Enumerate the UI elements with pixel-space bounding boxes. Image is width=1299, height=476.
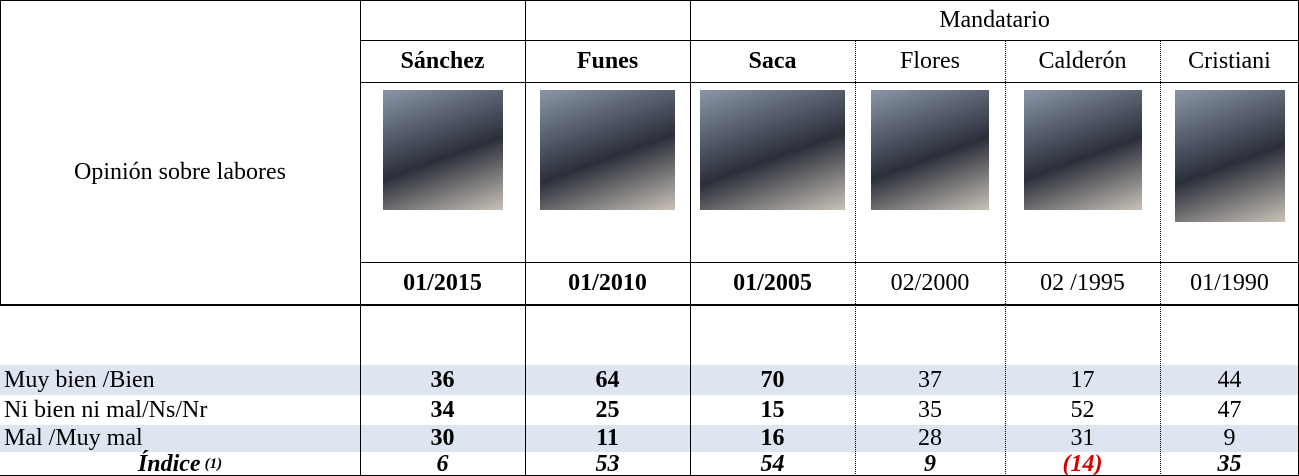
cell: 35	[918, 396, 942, 423]
index-cell: 6	[436, 450, 449, 476]
cell: 9	[1223, 425, 1236, 451]
cell: 36	[430, 366, 455, 393]
cell: 47	[1217, 396, 1242, 423]
row-label: Mal /Muy mal	[4, 425, 143, 451]
date: 01/2010	[568, 270, 647, 296]
v-rule	[855, 40, 857, 476]
president-name: Saca	[748, 47, 797, 74]
date: 02/2000	[890, 270, 970, 296]
photo	[1174, 90, 1285, 222]
date: 01/2015	[403, 270, 482, 296]
cell: 11	[596, 425, 619, 451]
president-name: Cristiani	[1188, 47, 1271, 74]
president-name: Flores	[900, 47, 960, 74]
footnote-ref: (1)	[204, 455, 223, 472]
index-cell: 9	[924, 450, 936, 476]
photo	[540, 90, 675, 210]
row-label: Ni bien ni mal/Ns/Nr	[4, 396, 208, 423]
date: 01/2005	[733, 270, 812, 296]
cell: 34	[430, 396, 455, 423]
h-rule	[360, 40, 1299, 41]
h-rule	[0, 0, 1299, 1]
president-name: Calderón	[1038, 47, 1127, 74]
cell: 17	[1070, 366, 1095, 393]
cell: 31	[1070, 425, 1095, 451]
v-rule	[360, 0, 361, 476]
index-cell: 35	[1217, 450, 1242, 476]
cell: 52	[1070, 396, 1095, 423]
index-label: Índice (1)	[0, 450, 360, 476]
index-cell: 54	[760, 450, 785, 476]
index-cell: (14)	[1062, 450, 1103, 476]
date: 02 /1995	[1040, 270, 1125, 296]
v-rule	[0, 0, 1, 305]
row-shade	[0, 365, 1299, 395]
cell: 37	[918, 366, 942, 393]
row-label: Muy bien /Bien	[4, 366, 155, 393]
cell: 64	[595, 366, 620, 393]
index-label-text: Índice	[137, 450, 201, 476]
v-rule	[525, 0, 526, 476]
photo	[700, 90, 845, 210]
cell: 44	[1217, 366, 1242, 393]
photo	[1023, 90, 1142, 210]
h-rule	[360, 262, 1299, 263]
h-rule	[360, 82, 1299, 83]
row-label: Opinión sobre labores	[74, 159, 286, 185]
v-rule	[1005, 40, 1007, 476]
v-rule	[690, 0, 691, 476]
president-name: Sánchez	[400, 47, 485, 74]
row-shade	[0, 425, 1299, 452]
h-rule	[0, 304, 1299, 306]
cell: 25	[595, 396, 620, 423]
cell: 15	[760, 396, 785, 423]
cell: 70	[760, 366, 785, 393]
cell: 16	[760, 425, 785, 451]
president-name: Funes	[576, 47, 639, 74]
photo	[382, 90, 503, 210]
group-header: Mandatario	[939, 6, 1050, 33]
photo	[871, 90, 989, 210]
index-cell: 53	[595, 450, 620, 476]
cell: 30	[430, 425, 455, 451]
v-rule	[1160, 40, 1162, 476]
date: 01/1990	[1190, 270, 1269, 296]
cell: 28	[918, 425, 942, 451]
